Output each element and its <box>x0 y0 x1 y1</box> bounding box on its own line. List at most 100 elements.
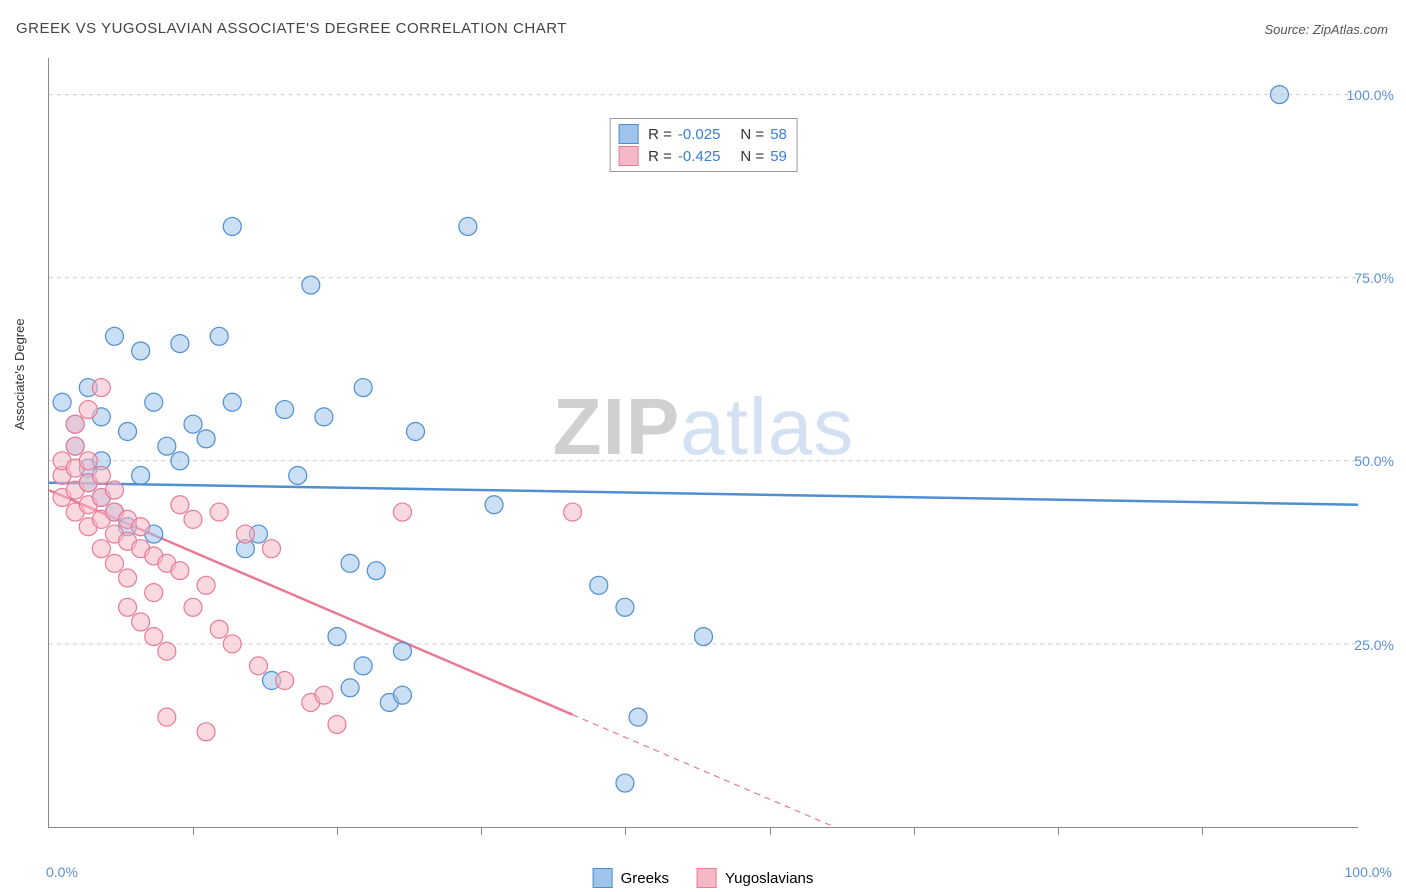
n-value-yugoslavians: 59 <box>770 148 787 165</box>
x-tick-label-0: 0.0% <box>46 864 78 880</box>
x-tick <box>193 827 194 835</box>
data-point <box>79 452 97 470</box>
data-point <box>79 401 97 419</box>
data-point <box>184 510 202 528</box>
data-point <box>210 620 228 638</box>
data-point <box>393 686 411 704</box>
data-point <box>197 723 215 741</box>
trend-line-dashed <box>573 715 835 827</box>
data-point <box>485 496 503 514</box>
data-point <box>223 393 241 411</box>
data-point <box>249 657 267 675</box>
data-point <box>171 452 189 470</box>
swatch-greeks <box>618 124 638 144</box>
data-point <box>197 576 215 594</box>
data-point <box>132 342 150 360</box>
data-point <box>92 540 110 558</box>
n-label: N = <box>740 126 764 143</box>
data-point <box>695 628 713 646</box>
series-legend: Greeks Yugoslavians <box>593 868 814 888</box>
data-point <box>132 518 150 536</box>
data-point <box>393 642 411 660</box>
x-tick <box>1058 827 1059 835</box>
data-point <box>92 379 110 397</box>
data-point <box>145 584 163 602</box>
x-tick <box>914 827 915 835</box>
data-point <box>236 525 254 543</box>
x-tick <box>481 827 482 835</box>
r-value-greeks: -0.025 <box>678 126 721 143</box>
legend-label-yugoslavians: Yugoslavians <box>725 870 813 887</box>
data-point <box>354 379 372 397</box>
x-tick <box>1202 827 1203 835</box>
data-point <box>210 327 228 345</box>
source-label: Source: ZipAtlas.com <box>1264 22 1388 37</box>
data-point <box>105 481 123 499</box>
data-point <box>263 540 281 558</box>
data-point <box>328 628 346 646</box>
data-point <box>1270 86 1288 104</box>
data-point <box>629 708 647 726</box>
data-point <box>132 466 150 484</box>
legend-label-greeks: Greeks <box>621 870 669 887</box>
data-point <box>590 576 608 594</box>
data-point <box>66 415 84 433</box>
data-point <box>616 774 634 792</box>
data-point <box>328 715 346 733</box>
data-point <box>302 276 320 294</box>
swatch-yugoslavians <box>618 146 638 166</box>
legend-item-yugoslavians: Yugoslavians <box>697 868 813 888</box>
data-point <box>105 554 123 572</box>
data-point <box>407 423 425 441</box>
swatch-greeks-icon <box>593 868 613 888</box>
data-point <box>223 217 241 235</box>
stat-legend: R = -0.025 N = 58 R = -0.425 N = 59 <box>609 118 798 172</box>
data-point <box>276 401 294 419</box>
y-tick-label: 25.0% <box>1354 637 1394 653</box>
data-point <box>197 430 215 448</box>
data-point <box>289 466 307 484</box>
plot-area: ZIPatlas R = -0.025 N = 58 R = -0.425 N … <box>48 58 1358 828</box>
data-point <box>616 598 634 616</box>
x-tick <box>770 827 771 835</box>
x-tick <box>625 827 626 835</box>
data-point <box>132 613 150 631</box>
n-value-greeks: 58 <box>770 126 787 143</box>
r-label: R = <box>648 126 672 143</box>
data-point <box>119 423 137 441</box>
data-point <box>223 635 241 653</box>
data-point <box>276 672 294 690</box>
data-point <box>341 679 359 697</box>
y-tick-label: 75.0% <box>1354 270 1394 286</box>
data-point <box>171 496 189 514</box>
data-point <box>564 503 582 521</box>
stat-row-yugoslavians: R = -0.425 N = 59 <box>618 145 787 167</box>
y-tick-label: 50.0% <box>1354 453 1394 469</box>
x-tick <box>337 827 338 835</box>
data-point <box>53 393 71 411</box>
scatter-svg <box>49 58 1358 827</box>
legend-item-greeks: Greeks <box>593 868 669 888</box>
swatch-yugoslavians-icon <box>697 868 717 888</box>
y-tick-label: 100.0% <box>1347 87 1394 103</box>
data-point <box>210 503 228 521</box>
data-point <box>184 415 202 433</box>
data-point <box>367 562 385 580</box>
stat-row-greeks: R = -0.025 N = 58 <box>618 123 787 145</box>
data-point <box>119 569 137 587</box>
data-point <box>145 628 163 646</box>
data-point <box>66 437 84 455</box>
data-point <box>92 466 110 484</box>
data-point <box>171 335 189 353</box>
data-point <box>158 708 176 726</box>
data-point <box>184 598 202 616</box>
data-point <box>354 657 372 675</box>
data-point <box>105 327 123 345</box>
data-point <box>393 503 411 521</box>
chart-title: GREEK VS YUGOSLAVIAN ASSOCIATE'S DEGREE … <box>16 20 567 37</box>
x-tick-label-100: 100.0% <box>1345 864 1392 880</box>
data-point <box>158 437 176 455</box>
r-value-yugoslavians: -0.425 <box>678 148 721 165</box>
trend-line <box>49 483 1358 505</box>
data-point <box>171 562 189 580</box>
